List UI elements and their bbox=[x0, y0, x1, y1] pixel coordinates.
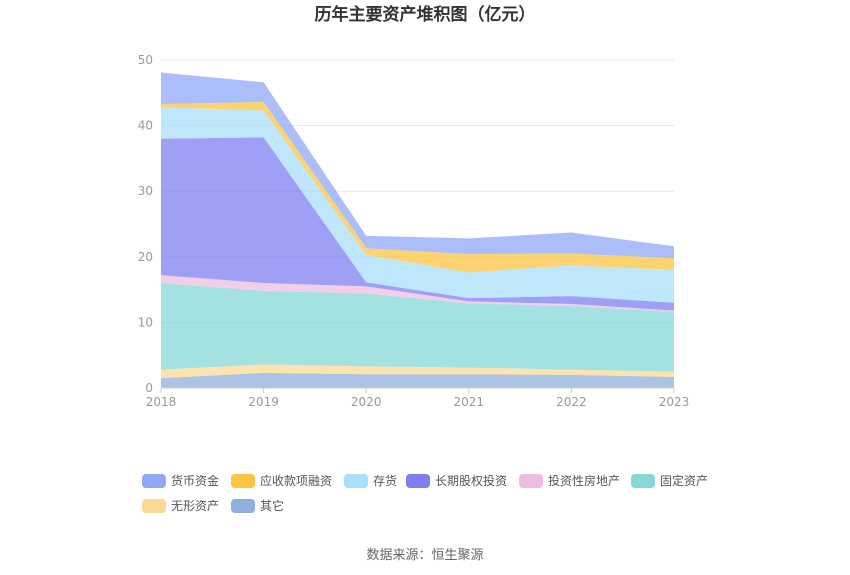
x-tick-label: 2020 bbox=[351, 395, 382, 409]
x-tick-label: 2022 bbox=[556, 395, 587, 409]
legend-item[interactable]: 无形资产 bbox=[142, 499, 219, 513]
legend-item[interactable]: 存货 bbox=[344, 473, 397, 488]
legend-swatch bbox=[142, 474, 166, 488]
legend-swatch bbox=[344, 474, 368, 488]
area-series-6 bbox=[161, 101, 674, 273]
area-series-7 bbox=[161, 72, 674, 259]
legend-swatch bbox=[406, 474, 430, 488]
legend-item[interactable]: 其它 bbox=[231, 498, 284, 513]
legend-swatch bbox=[142, 499, 166, 513]
y-tick-label: 30 bbox=[138, 184, 153, 198]
x-tick-label: 2021 bbox=[454, 395, 485, 409]
legend-item[interactable]: 应收款项融资 bbox=[231, 473, 332, 488]
area-series-0 bbox=[161, 372, 674, 388]
legend-label: 货币资金 bbox=[171, 473, 219, 488]
data-source-note: 数据来源：恒生聚源 bbox=[366, 548, 483, 563]
legend-swatch bbox=[231, 499, 255, 513]
legend-swatch bbox=[631, 474, 655, 488]
area-series-1 bbox=[161, 364, 674, 379]
y-axis: 0 10 20 30 40 50 bbox=[138, 53, 153, 395]
y-tick-label: 0 bbox=[145, 381, 153, 395]
legend-swatch bbox=[519, 474, 543, 488]
legend-label: 投资性房地产 bbox=[548, 473, 620, 488]
x-tick-label: 2023 bbox=[659, 395, 690, 409]
legend-label: 无形资产 bbox=[171, 499, 219, 513]
legend-item[interactable]: 货币资金 bbox=[142, 473, 219, 488]
y-tick-label: 50 bbox=[138, 53, 153, 67]
chart-title: 历年主要资产堆积图（亿元） bbox=[315, 4, 536, 25]
legend-label: 存货 bbox=[373, 473, 397, 488]
area-series-4 bbox=[161, 137, 674, 311]
x-tick-label: 2019 bbox=[248, 395, 279, 409]
legend-item[interactable]: 投资性房地产 bbox=[519, 473, 620, 488]
y-tick-label: 40 bbox=[138, 119, 153, 133]
legend-item[interactable]: 长期股权投资 bbox=[406, 473, 507, 488]
legend-label: 其它 bbox=[260, 498, 284, 513]
x-axis: 2018 2019 2020 2021 2022 2023 bbox=[146, 387, 690, 409]
legend-label: 应收款项融资 bbox=[260, 473, 332, 488]
area-series-2 bbox=[161, 283, 674, 372]
y-tick-label: 20 bbox=[138, 250, 153, 264]
legend-swatch bbox=[231, 474, 255, 488]
area-series-3 bbox=[161, 275, 674, 312]
legend-label: 固定资产 bbox=[660, 473, 708, 488]
x-tick-label: 2018 bbox=[146, 395, 177, 409]
area-series-5 bbox=[161, 107, 674, 303]
area-series bbox=[161, 72, 674, 388]
legend-item[interactable]: 固定资产 bbox=[631, 473, 708, 488]
y-tick-label: 10 bbox=[138, 315, 153, 329]
legend-label: 长期股权投资 bbox=[435, 473, 507, 488]
